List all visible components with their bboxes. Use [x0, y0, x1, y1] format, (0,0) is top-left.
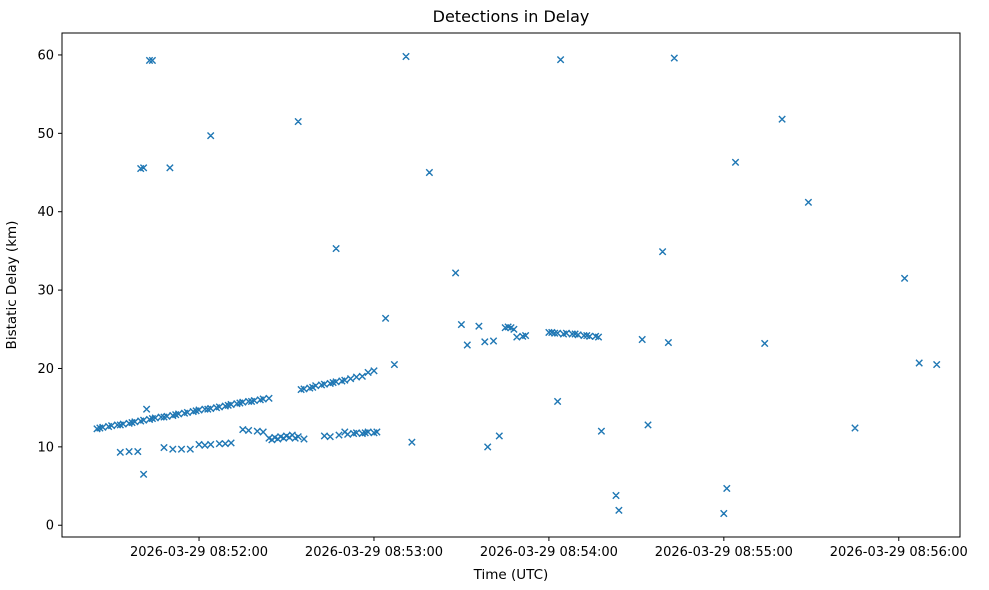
- y-tick-label: 10: [37, 440, 54, 455]
- chart-title: Detections in Delay: [433, 7, 590, 26]
- x-tick-label: 2026-03-29 08:56:00: [830, 545, 968, 560]
- y-tick-label: 40: [37, 205, 54, 220]
- x-tick-label: 2026-03-29 08:53:00: [305, 545, 443, 560]
- y-tick-label: 20: [37, 362, 54, 377]
- plot-area-border: [61, 32, 961, 538]
- y-tick-label: 50: [37, 127, 54, 142]
- x-axis-label: Time (UTC): [473, 567, 549, 583]
- y-axis-label: Bistatic Delay (km): [4, 221, 20, 350]
- x-tick-label: 2026-03-29 08:52:00: [130, 545, 268, 560]
- y-tick-label: 0: [46, 519, 54, 534]
- x-axis-ticks-group: 2026-03-29 08:52:00 2026-03-29 08:53:00 20…: [130, 537, 968, 560]
- x-tick-label: 2026-03-29 08:55:00: [655, 545, 793, 560]
- y-tick-label: 60: [37, 48, 54, 63]
- y-axis-ticks-group: 0 10 20 30 40 50 60: [37, 48, 62, 534]
- y-tick-label: 30: [37, 284, 54, 299]
- x-tick-label: 2026-03-29 08:54:00: [480, 545, 618, 560]
- scatter-points: [93, 52, 941, 518]
- scatter-points-group: [93, 52, 941, 518]
